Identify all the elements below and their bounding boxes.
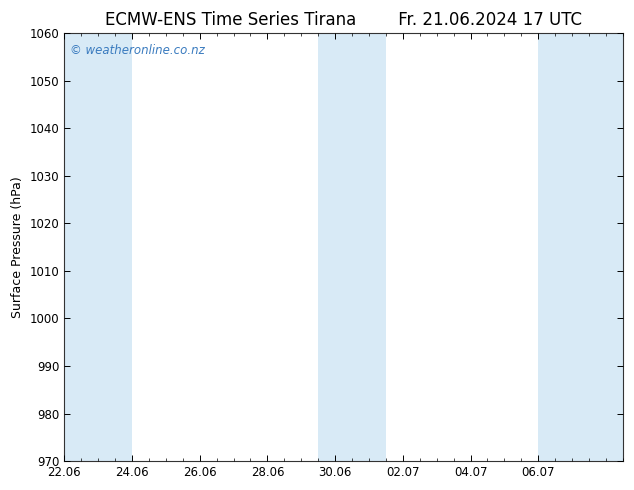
Bar [318, 33, 352, 461]
Bar [572, 33, 623, 461]
Bar [98, 33, 132, 461]
Y-axis label: Surface Pressure (hPa): Surface Pressure (hPa) [11, 176, 24, 318]
Bar [64, 33, 98, 461]
Bar [538, 33, 572, 461]
Title: ECMW-ENS Time Series Tirana        Fr. 21.06.2024 17 UTC: ECMW-ENS Time Series Tirana Fr. 21.06.20… [105, 11, 582, 29]
Bar [352, 33, 386, 461]
Text: © weatheronline.co.nz: © weatheronline.co.nz [70, 44, 205, 57]
